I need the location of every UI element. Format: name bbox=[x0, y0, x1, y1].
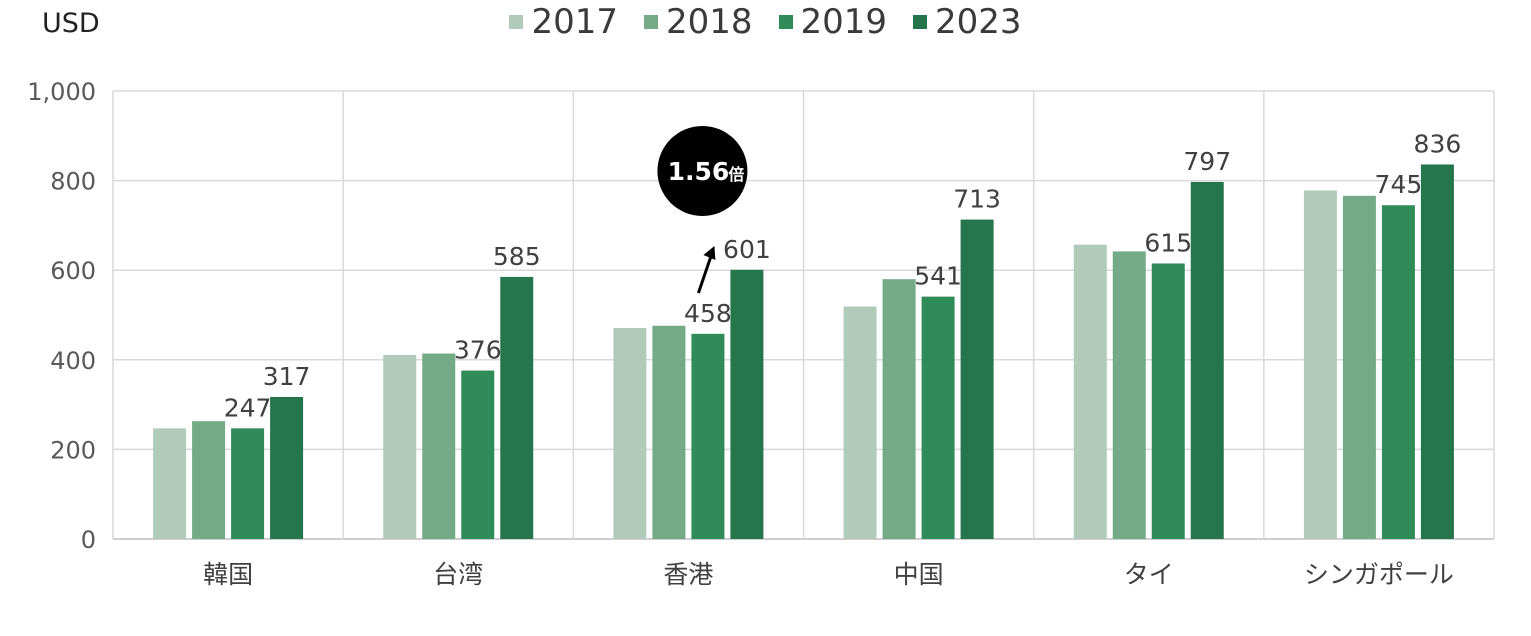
legend-item-2019: 2019 bbox=[778, 2, 888, 42]
data-label: 247 bbox=[224, 393, 272, 422]
x-tick-label: シンガポール bbox=[1304, 560, 1454, 589]
data-label: 745 bbox=[1375, 170, 1423, 199]
legend-label-2023: 2023 bbox=[935, 2, 1022, 42]
annotation-bubble bbox=[657, 126, 748, 216]
legend-swatch-2018 bbox=[643, 15, 658, 29]
y-tick-label: 400 bbox=[50, 347, 96, 375]
x-tick-label: 中国 bbox=[894, 560, 944, 589]
annotation-suffix: 倍 bbox=[728, 165, 744, 184]
bar-2019 bbox=[921, 296, 955, 539]
annotation-arrowhead bbox=[703, 246, 716, 260]
legend-label-2017: 2017 bbox=[531, 2, 618, 42]
bar-2017 bbox=[613, 327, 647, 539]
data-label: 376 bbox=[454, 336, 502, 365]
data-label: 458 bbox=[684, 299, 732, 328]
legend-label-2019: 2019 bbox=[800, 2, 888, 42]
x-tick-label: タイ bbox=[1124, 560, 1174, 589]
y-tick-label: 1,000 bbox=[27, 78, 96, 106]
annotation-arrow bbox=[696, 251, 714, 294]
legend-swatch-2019 bbox=[778, 15, 793, 29]
x-tick-label: 台湾 bbox=[433, 560, 483, 589]
bar-2018 bbox=[652, 325, 686, 539]
data-label: 713 bbox=[953, 185, 1001, 214]
bar-2023 bbox=[500, 276, 534, 539]
y-tick-label: 0 bbox=[81, 526, 96, 554]
bar-2017 bbox=[153, 428, 187, 539]
legend-label-2018: 2018 bbox=[665, 2, 753, 42]
bar-2019 bbox=[1381, 205, 1415, 540]
y-tick-label: 600 bbox=[50, 257, 96, 285]
bar-2023 bbox=[270, 396, 304, 539]
data-label: 585 bbox=[493, 242, 541, 271]
data-label: 615 bbox=[1144, 228, 1192, 257]
bar-2017 bbox=[1073, 244, 1107, 539]
bar-2023 bbox=[960, 219, 994, 540]
bar-2018 bbox=[422, 353, 456, 539]
bar-2023 bbox=[1190, 181, 1224, 539]
bar-2019 bbox=[231, 428, 265, 539]
bar-2018 bbox=[1112, 251, 1146, 539]
x-tick-label: 香港 bbox=[663, 560, 713, 589]
y-tick-label: 200 bbox=[50, 436, 96, 464]
y-unit-label: USD bbox=[42, 8, 100, 39]
legend-item-2017: 2017 bbox=[509, 2, 618, 42]
data-label: 797 bbox=[1183, 147, 1231, 176]
bar-2018 bbox=[1342, 195, 1376, 539]
data-label: 836 bbox=[1414, 129, 1462, 158]
bar-2019 bbox=[461, 370, 495, 539]
bar-2019 bbox=[691, 333, 725, 539]
annotation-text: 1.56 bbox=[668, 157, 730, 186]
bar-2018 bbox=[882, 279, 916, 539]
data-label: 601 bbox=[723, 235, 771, 264]
data-label: 541 bbox=[914, 262, 962, 291]
bar-2018 bbox=[192, 421, 226, 539]
bar-2023 bbox=[1420, 164, 1454, 540]
legend: 2017 2018 2019 2023 bbox=[0, 2, 1531, 42]
y-tick-label: 800 bbox=[50, 168, 96, 196]
legend-swatch-2017 bbox=[509, 15, 524, 29]
bar-2017 bbox=[383, 354, 417, 539]
bar-2019 bbox=[1151, 263, 1185, 539]
bar-2017 bbox=[843, 306, 877, 539]
bar-2017 bbox=[1303, 190, 1337, 539]
bar-2023 bbox=[730, 269, 764, 539]
legend-item-2023: 2023 bbox=[913, 2, 1022, 42]
data-label: 317 bbox=[263, 362, 311, 391]
legend-swatch-2023 bbox=[913, 15, 928, 29]
legend-item-2018: 2018 bbox=[643, 2, 753, 42]
x-tick-label: 韓国 bbox=[203, 560, 253, 589]
